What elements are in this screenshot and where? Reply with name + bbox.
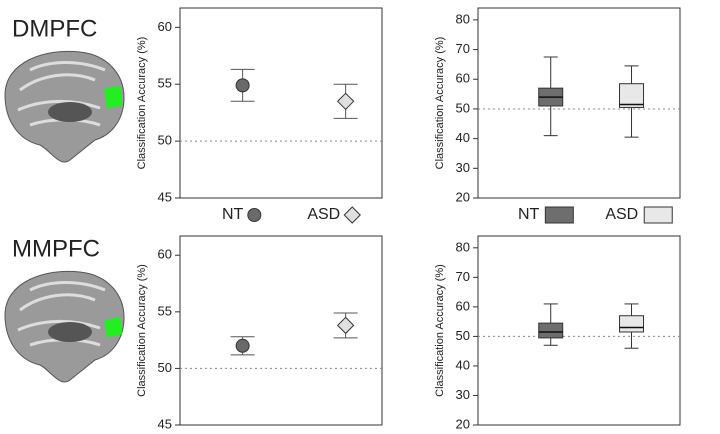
legend-label: ASD [605, 206, 638, 223]
mean-marker [336, 316, 355, 335]
y-tick-label: 55 [158, 76, 172, 91]
region-label: MMPFC [12, 235, 100, 262]
y-tick-label: 60 [456, 298, 470, 313]
y-axis-label: Classification Accuracy (%) [136, 37, 148, 170]
mean-marker [336, 92, 355, 111]
box [619, 83, 645, 108]
legend-swatch [544, 206, 574, 224]
plot-frame [179, 7, 383, 199]
y-tick-label: 60 [158, 19, 172, 34]
plot-frame [477, 235, 681, 426]
plot-frame [477, 7, 681, 199]
y-tick-label: 30 [456, 387, 470, 402]
y-tick-label: 50 [456, 100, 470, 115]
y-tick-label: 45 [158, 189, 172, 204]
y-tick-label: 30 [456, 160, 470, 175]
legend-label: ASD [307, 206, 340, 223]
legend-label: NT [222, 206, 244, 223]
y-tick-label: 20 [456, 189, 470, 204]
legend-swatch [343, 206, 361, 224]
legend-swatch [247, 208, 262, 222]
y-tick-label: 70 [456, 269, 470, 284]
y-tick-label: 40 [456, 130, 470, 145]
brain-image [4, 50, 125, 163]
y-tick-label: 55 [158, 303, 172, 318]
y-tick-label: 50 [456, 328, 470, 343]
plot-frame [179, 235, 383, 426]
y-tick-label: 40 [456, 357, 470, 372]
y-tick-label: 80 [456, 11, 470, 26]
region-label: DMPFC [12, 15, 97, 42]
y-axis-label: Classification Accuracy (%) [136, 264, 148, 397]
brain-image [4, 270, 125, 383]
box [538, 322, 564, 339]
y-tick-label: 80 [456, 239, 470, 254]
legend-label: NT [518, 206, 540, 223]
y-tick-label: 50 [158, 133, 172, 148]
mean-marker [235, 78, 250, 93]
y-axis-label: Classification Accuracy (%) [434, 264, 446, 397]
y-tick-label: 60 [158, 247, 172, 262]
mean-marker [235, 338, 250, 353]
box [619, 315, 645, 333]
y-tick-label: 45 [158, 416, 172, 431]
y-tick-label: 50 [158, 360, 172, 375]
legend-swatch [643, 206, 673, 224]
y-tick-label: 20 [456, 416, 470, 431]
y-tick-label: 60 [456, 71, 470, 86]
y-tick-label: 70 [456, 41, 470, 56]
y-axis-label: Classification Accuracy (%) [434, 37, 446, 170]
